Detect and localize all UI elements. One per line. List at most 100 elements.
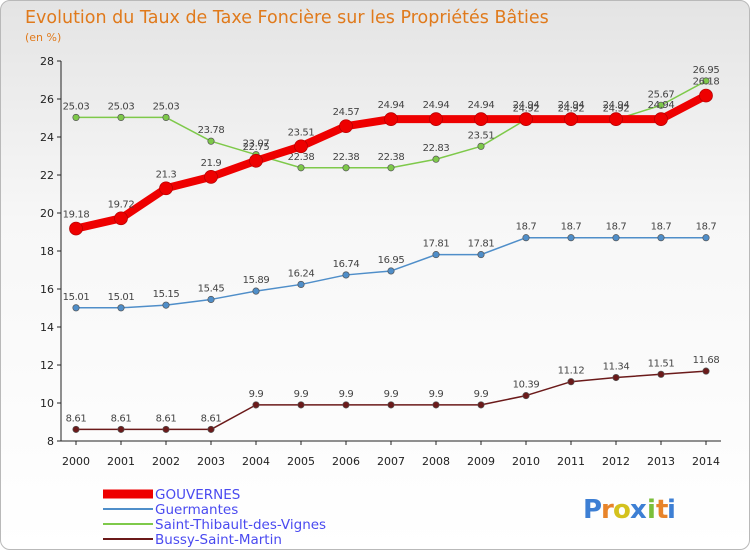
legend-label: Guermantes: [155, 502, 238, 518]
x-tick-label: 2005: [287, 455, 315, 468]
series-saint-thibault-des-vignes: 25.03 25.03 25.03 23.78 23.07 22.38 22.38 22.38…: [63, 65, 720, 172]
y-tick-label: 20: [40, 207, 54, 220]
data-label: 11.68: [693, 355, 720, 366]
data-point: [297, 280, 305, 288]
chart-subtitle: (en %): [25, 31, 61, 44]
data-point: [162, 113, 170, 121]
legend-item: Guermantes: [103, 502, 238, 518]
data-point: [69, 221, 83, 236]
data-point: [342, 271, 350, 279]
y-tick-label: 28: [40, 55, 54, 68]
data-label: 8.61: [66, 413, 87, 424]
data-label: 15.15: [153, 289, 180, 300]
data-label: 9.9: [429, 389, 444, 400]
data-point: [477, 142, 485, 150]
data-point: [297, 164, 305, 172]
data-label: 9.9: [474, 389, 489, 400]
data-label: 24.94: [603, 100, 630, 111]
data-point: [567, 378, 575, 386]
data-label: 15.01: [63, 292, 90, 303]
data-point: [564, 112, 578, 126]
data-point: [387, 267, 395, 275]
data-label: 22.38: [288, 152, 315, 163]
data-point: [477, 401, 485, 409]
data-point: [702, 234, 710, 242]
y-tick-label: 10: [40, 397, 54, 410]
y-tick-label: 24: [40, 131, 54, 144]
data-point: [252, 401, 260, 409]
data-label: 11.12: [558, 366, 585, 377]
data-label: 22.38: [333, 152, 360, 163]
logo-letter: x: [630, 495, 647, 525]
logo-letter: o: [613, 495, 631, 525]
x-tick-label: 2002: [152, 455, 180, 468]
series-layer: 25.03 25.03 25.03 23.78 23.07 22.38 22.38 22.38…: [63, 65, 720, 433]
data-label: 10.39: [513, 380, 540, 391]
axes: 8 10 12 14 16 18 20 22 24 26 28 2000 2001 2002 2003 200…: [40, 55, 721, 468]
data-label: 22.83: [423, 143, 450, 154]
data-point: [702, 77, 710, 85]
x-tick-label: 2010: [512, 455, 540, 468]
data-point: [204, 170, 218, 184]
data-label: 24.92: [558, 104, 585, 115]
data-point: [387, 164, 395, 172]
data-point: [72, 304, 80, 312]
y-tick-label: 18: [40, 245, 54, 258]
data-point: [702, 367, 710, 375]
data-label: 16.74: [333, 259, 360, 270]
data-point: [114, 211, 128, 226]
data-point: [252, 287, 260, 295]
data-point: [432, 401, 440, 409]
data-point: [117, 304, 125, 312]
data-point: [342, 401, 350, 409]
data-label: 15.01: [108, 292, 135, 303]
data-label: 24.94: [558, 100, 585, 111]
data-label: 9.9: [384, 389, 399, 400]
data-label: 23.07: [243, 139, 270, 150]
data-point: [162, 425, 170, 433]
data-point: [207, 295, 215, 304]
data-label: 16.95: [378, 255, 405, 266]
data-point: [72, 425, 80, 433]
data-point: [657, 234, 665, 242]
x-tick-label: 2008: [422, 455, 450, 468]
x-tick-label: 2014: [692, 455, 720, 468]
x-tick-label: 2001: [107, 455, 135, 468]
x-tick-label: 2006: [332, 455, 360, 468]
data-label: 8.61: [156, 413, 177, 424]
data-point: [522, 234, 530, 242]
data-label: 17.81: [423, 239, 450, 250]
data-point: [612, 234, 620, 242]
data-point: [477, 251, 485, 259]
legend-label: Saint-Thibault-des-Vignes: [155, 517, 326, 533]
data-label: 22.75: [243, 142, 270, 153]
data-point: [297, 401, 305, 409]
data-point: [342, 164, 350, 172]
data-label: 24.94: [513, 100, 540, 111]
data-label: 18.7: [606, 222, 627, 233]
data-label: 15.89: [243, 275, 270, 286]
x-tick-label: 2004: [242, 455, 270, 468]
data-point: [294, 139, 308, 154]
data-label: 23.78: [198, 125, 225, 136]
data-label: 26.95: [693, 65, 720, 76]
data-point: [567, 234, 575, 242]
x-tick-label: 2000: [62, 455, 90, 468]
data-label: 23.51: [468, 130, 495, 141]
logo-letter: P: [583, 495, 602, 525]
data-label: 24.94: [423, 100, 450, 111]
legend-item: GOUVERNES: [103, 487, 240, 503]
data-label: 21.9: [201, 158, 222, 169]
data-label: 18.7: [561, 222, 582, 233]
data-label: 8.61: [201, 413, 222, 424]
data-label: 25.03: [108, 101, 135, 112]
data-label: 21.3: [156, 169, 177, 180]
legend-label: GOUVERNES: [155, 487, 240, 503]
data-label: 19.18: [63, 210, 90, 221]
data-label: 22.38: [378, 152, 405, 163]
data-point: [159, 181, 173, 196]
data-point: [654, 112, 668, 126]
data-point: [657, 370, 665, 378]
legend-item: Saint-Thibault-des-Vignes: [103, 517, 326, 533]
